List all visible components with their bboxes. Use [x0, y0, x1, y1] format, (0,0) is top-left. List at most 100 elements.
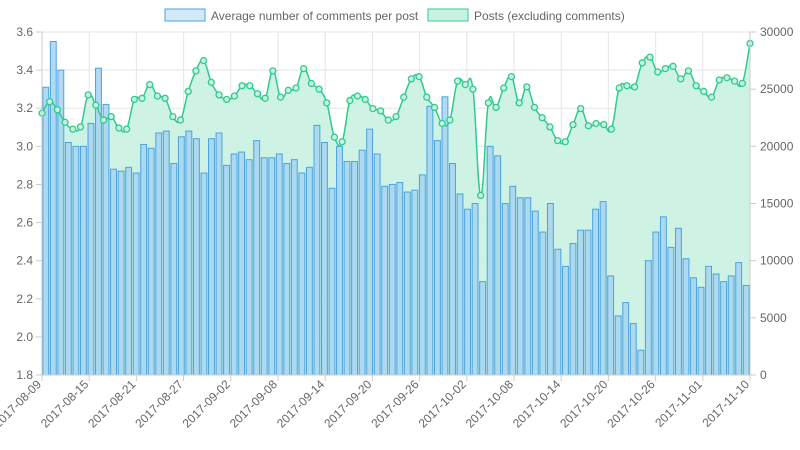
data-point: [392, 112, 400, 121]
data-point: [530, 103, 539, 112]
legend-swatch-posts[interactable]: [427, 8, 469, 22]
bar: [185, 130, 193, 376]
bar: [516, 197, 524, 376]
data-point: [307, 79, 316, 88]
data-point: [361, 95, 369, 104]
data-point: [61, 118, 69, 126]
bar: [110, 168, 117, 376]
data-point: [423, 93, 431, 101]
data-point: [161, 94, 169, 102]
bar: [245, 159, 253, 376]
x-tick-label: 2017-10-20: [557, 377, 611, 431]
data-point: [169, 112, 177, 121]
data-point: [646, 53, 654, 61]
x-tick-label: 2017-09-20: [321, 377, 375, 431]
x-tick-label: 2017-08-27: [132, 377, 186, 431]
y-left-tick-label: 2.8: [16, 177, 33, 191]
bar: [64, 142, 72, 376]
bar: [388, 183, 396, 376]
x-tick-label: 2017-08-09: [0, 377, 44, 431]
bar: [87, 122, 95, 376]
y-right-tick-label: 25000: [760, 82, 794, 96]
legend-label-posts[interactable]: Posts (excluding comments): [474, 9, 625, 23]
bar: [418, 174, 426, 376]
legend[interactable]: Average number of comments per post Post…: [164, 8, 625, 23]
data-point: [46, 98, 54, 106]
y-right-tick-label: 30000: [760, 25, 794, 39]
data-point: [338, 138, 346, 146]
data-point: [453, 77, 462, 85]
data-point: [484, 99, 493, 107]
bar: [599, 201, 607, 376]
y-left-tick-label: 2.4: [16, 254, 33, 268]
data-point: [738, 79, 746, 88]
bar: [132, 172, 140, 376]
bar: [712, 273, 720, 376]
bar: [539, 231, 547, 376]
legend-swatch-comments[interactable]: [164, 8, 206, 22]
data-point: [107, 112, 115, 121]
data-point: [192, 67, 200, 75]
x-tick-label: 2017-09-14: [274, 377, 328, 431]
bar: [644, 260, 652, 376]
data-point: [569, 120, 577, 129]
data-point: [600, 120, 608, 129]
bar: [554, 248, 562, 376]
data-point: [123, 125, 131, 133]
data-point: [615, 84, 623, 92]
bar: [471, 203, 479, 376]
x-tick-label: 2017-11-10: [699, 377, 752, 430]
data-point: [476, 191, 485, 200]
data-point: [446, 116, 454, 124]
x-tick-label: 2017-10-26: [604, 377, 658, 431]
bar: [637, 349, 645, 376]
y-left-tick-label: 3.0: [16, 139, 33, 153]
data-point: [299, 64, 308, 73]
data-point: [654, 68, 662, 76]
bar: [381, 185, 389, 376]
x-tick-label: 2017-08-21: [85, 377, 139, 431]
bar: [177, 136, 185, 376]
y-right-tick-label: 15000: [760, 197, 794, 211]
bar: [42, 86, 50, 376]
bar: [49, 41, 57, 376]
bar: [79, 145, 87, 376]
x-tick-label: 2017-09-08: [227, 377, 281, 431]
bar: [697, 286, 705, 376]
data-point: [546, 123, 554, 131]
data-point: [199, 56, 208, 65]
data-point: [69, 125, 77, 133]
data-point: [99, 116, 108, 124]
data-point: [353, 92, 362, 100]
y-right-tick-label: 0: [760, 368, 767, 382]
data-point: [715, 76, 723, 84]
data-point: [638, 59, 646, 67]
bar: [659, 216, 667, 376]
y-left-tick-label: 2.6: [16, 216, 33, 230]
data-point: [500, 84, 508, 92]
y-left-tick-label: 3.4: [16, 63, 33, 77]
bar: [403, 191, 411, 376]
data-point: [292, 84, 300, 92]
data-point: [176, 116, 185, 124]
data-point: [369, 104, 377, 113]
data-point: [238, 82, 246, 90]
bar: [321, 142, 328, 376]
bar: [215, 132, 223, 376]
bar: [569, 243, 577, 376]
data-point: [623, 82, 631, 90]
bar: [305, 166, 313, 376]
data-point: [138, 94, 146, 102]
bar: [524, 197, 532, 376]
data-point: [215, 91, 223, 99]
bar: [125, 166, 133, 376]
x-tick-label: 2017-10-14: [510, 377, 564, 431]
x-tick-label: 2017-11-01: [652, 377, 705, 430]
data-point: [661, 64, 669, 73]
data-point: [323, 99, 331, 107]
data-point: [723, 74, 731, 82]
bar: [72, 145, 80, 376]
data-point: [492, 103, 500, 112]
legend-label-comments[interactable]: Average number of comments per post: [211, 9, 419, 23]
bar: [441, 96, 449, 376]
